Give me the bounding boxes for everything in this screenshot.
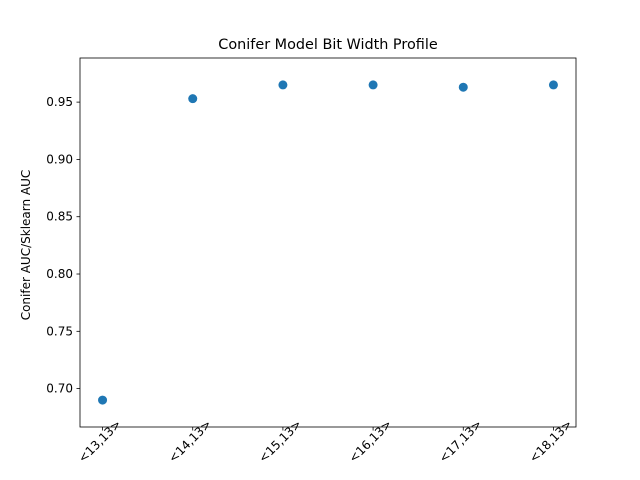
y-tick-label: 0.95 (46, 95, 73, 109)
y-tick-label: 0.75 (46, 324, 73, 338)
axes-frame (79, 57, 577, 428)
data-point (98, 395, 108, 405)
y-tick-label: 0.90 (46, 152, 73, 166)
data-point (188, 94, 198, 104)
data-points (98, 80, 558, 405)
y-tick-label: 0.70 (46, 382, 73, 396)
y-tick-label: 0.80 (46, 267, 73, 281)
data-point (278, 80, 288, 90)
data-point (368, 80, 378, 90)
y-axis: 0.70 0.75 0.80 0.85 0.90 0.95 (46, 95, 80, 396)
chart-title: Conifer Model Bit Width Profile (218, 37, 438, 53)
data-point (458, 82, 468, 92)
data-point (548, 80, 558, 90)
y-axis-label: Conifer AUC/Sklearn AUC (19, 170, 33, 321)
y-tick-label: 0.85 (46, 210, 73, 224)
